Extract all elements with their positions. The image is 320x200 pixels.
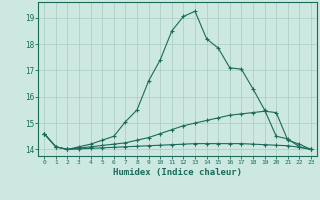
X-axis label: Humidex (Indice chaleur): Humidex (Indice chaleur): [113, 168, 242, 177]
